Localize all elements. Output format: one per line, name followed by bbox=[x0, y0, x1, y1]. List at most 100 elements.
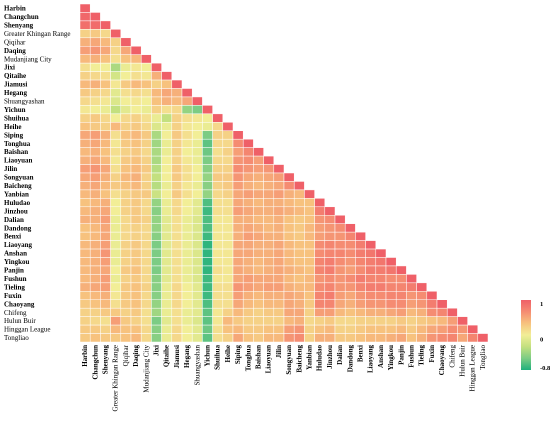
heatmap-cell-harbin-harbin bbox=[79, 3, 91, 13]
heatmap-cell-chaoyang-yingkou bbox=[385, 299, 397, 309]
column-label-baishan: Baishan bbox=[255, 345, 263, 369]
heatmap-cell-fushun-huludao bbox=[314, 274, 326, 284]
heatmap-cell-fuxin-huludao bbox=[314, 291, 326, 300]
heatmap-cell-dandong-jiamusi bbox=[171, 223, 183, 233]
heatmap-cell-liaoyang-mudanjiang-city bbox=[140, 240, 152, 250]
heatmap-cell-yichun-changchun bbox=[89, 105, 101, 115]
heatmap-cell-baicheng-hegang bbox=[181, 181, 193, 191]
row-label-jixi: Jixi bbox=[4, 64, 15, 72]
heatmap-cell-anshan-yichun bbox=[202, 248, 213, 258]
heatmap-cell-hegang-hegang bbox=[181, 88, 193, 98]
heatmap-cell-anshan-baicheng bbox=[293, 248, 305, 258]
heatmap-cell-fuxin-dalian bbox=[334, 291, 346, 300]
row-label-changchun: Changchun bbox=[4, 13, 39, 21]
heatmap-cell-anshan-tonghua bbox=[242, 248, 254, 258]
heatmap-cell-shuihua-changchun bbox=[89, 113, 101, 123]
heatmap-cell-chifeng-jiamusi bbox=[171, 307, 183, 317]
heatmap-cell-tongliao-chaoyang bbox=[436, 333, 448, 343]
column-label-baicheng: Baicheng bbox=[295, 345, 303, 373]
heatmap-cell-qitaihe-jixi bbox=[151, 71, 162, 81]
heatmap-cell-tieling-shuangyashan bbox=[191, 282, 203, 292]
row-label-baicheng: Baicheng bbox=[4, 182, 32, 190]
heatmap-cell-dalian-jixi bbox=[151, 215, 162, 224]
heatmap-cell-jixi-harbin bbox=[79, 62, 91, 72]
heatmap-cell-dalian-jiamusi bbox=[171, 215, 183, 224]
heatmap-cell-huludao-jilin bbox=[273, 198, 285, 208]
heatmap-cell-baicheng-yichun bbox=[202, 181, 213, 191]
heatmap-cell-heihe-greater-khingan-range bbox=[110, 122, 122, 132]
heatmap-cell-panjin-mudanjiang-city bbox=[140, 265, 152, 275]
heatmap-cell-anshan-dandong bbox=[344, 248, 356, 258]
heatmap-cell-chifeng-fushun bbox=[406, 307, 417, 317]
row-label-mudanjiang-city: Mudanjiang City bbox=[4, 55, 52, 63]
heatmap-cell-yanbian-yanbian bbox=[304, 189, 315, 199]
heatmap-cell-songyuan-mudanjiang-city bbox=[140, 172, 152, 182]
row-label-shenyang: Shenyang bbox=[4, 21, 34, 29]
heatmap-cell-hulun-buir-daqing bbox=[130, 316, 142, 326]
heatmap-cell-dalian-yanbian bbox=[304, 215, 315, 224]
heatmap-cell-tonghua-heihe bbox=[222, 138, 234, 148]
heatmap-cell-tongliao-jiamusi bbox=[171, 333, 183, 343]
heatmap-cell-chaoyang-siping bbox=[232, 299, 244, 309]
heatmap-cell-jinzhou-jilin bbox=[273, 206, 285, 216]
heatmap-cell-liaoyang-greater-khingan-range bbox=[110, 240, 122, 250]
heatmap-cell-benxi-baicheng bbox=[293, 231, 305, 241]
heatmap-cell-huludao-songyuan bbox=[283, 198, 295, 208]
heatmap-cell-heihe-changchun bbox=[89, 122, 101, 132]
heatmap-cell-tongliao-hulun-buir bbox=[457, 333, 468, 343]
heatmap-cell-shuangyashan-daqing bbox=[130, 96, 142, 106]
heatmap-cell-panjin-siping bbox=[232, 265, 244, 275]
heatmap-cell-fuxin-benxi bbox=[355, 291, 366, 300]
heatmap-cell-songyuan-hegang bbox=[181, 172, 193, 182]
heatmap-cell-baicheng-shuangyashan bbox=[191, 181, 203, 191]
heatmap-cell-songyuan-tonghua bbox=[242, 172, 254, 182]
heatmap-cell-tongliao-greater-khingan-range bbox=[110, 333, 122, 343]
row-label-hinggan-league: Hinggan League bbox=[4, 326, 50, 334]
heatmap-cell-baishan-jiamusi bbox=[171, 147, 183, 157]
heatmap-cell-chaoyang-panjin bbox=[395, 299, 407, 309]
heatmap-cell-yanbian-songyuan bbox=[283, 189, 295, 199]
heatmap-cell-hegang-changchun bbox=[89, 88, 101, 98]
heatmap-cell-panjin-jilin bbox=[273, 265, 285, 275]
heatmap-cell-panjin-shuihua bbox=[212, 265, 224, 275]
heatmap-cell-benxi-qitaihe bbox=[161, 231, 173, 241]
heatmap-cell-yichun-qiqihar bbox=[120, 105, 132, 115]
row-label-qiqihar: Qiqihar bbox=[4, 38, 26, 46]
heatmap-cell-benxi-yichun bbox=[202, 231, 213, 241]
heatmap-cell-mudanjiang-city-mudanjiang-city bbox=[140, 54, 152, 64]
heatmap-cell-hegang-shenyang bbox=[100, 88, 111, 98]
heatmap-cell-jinzhou-jixi bbox=[151, 206, 162, 216]
heatmap-cell-dandong-jinzhou bbox=[324, 223, 336, 233]
heatmap-cell-liaoyang-daqing bbox=[130, 240, 142, 250]
heatmap-cell-yanbian-qiqihar bbox=[120, 189, 132, 199]
heatmap-cell-fushun-songyuan bbox=[283, 274, 295, 284]
heatmap-cell-dandong-changchun bbox=[89, 223, 101, 233]
heatmap-cell-tongliao-fushun bbox=[406, 333, 417, 343]
heatmap-cell-yichun-yichun bbox=[202, 105, 213, 115]
heatmap-cell-jixi-jixi bbox=[151, 62, 162, 72]
heatmap-cell-hinggan-league-qiqihar bbox=[120, 324, 132, 334]
heatmap-cell-jinzhou-baicheng bbox=[293, 206, 305, 216]
heatmap-cell-baishan-tonghua bbox=[242, 147, 254, 157]
heatmap-cell-panjin-shenyang bbox=[100, 265, 111, 275]
heatmap-cell-fuxin-panjin bbox=[395, 291, 407, 300]
heatmap-cell-fuxin-fuxin bbox=[426, 291, 438, 300]
heatmap-cell-tongliao-hegang bbox=[181, 333, 193, 343]
heatmap-cell-anshan-shuangyashan bbox=[191, 248, 203, 258]
heatmap-cell-benxi-liaoyuan bbox=[263, 231, 275, 241]
column-label-shenyang: Shenyang bbox=[102, 345, 110, 375]
heatmap-cell-hinggan-league-jiamusi bbox=[171, 324, 183, 334]
heatmap-cell-chifeng-hegang bbox=[181, 307, 193, 317]
heatmap-cell-shuihua-shuihua bbox=[212, 113, 224, 123]
heatmap-cell-tieling-jixi bbox=[151, 282, 162, 292]
column-label-tonghua: Tonghua bbox=[244, 345, 252, 372]
heatmap-cell-siping-heihe bbox=[222, 130, 234, 140]
heatmap-cell-dandong-shuihua bbox=[212, 223, 224, 233]
heatmap-cell-fushun-qitaihe bbox=[161, 274, 173, 284]
column-label-anshan: Anshan bbox=[377, 345, 385, 368]
heatmap-cell-panjin-benxi bbox=[355, 265, 366, 275]
heatmap-cell-liaoyang-qitaihe bbox=[161, 240, 173, 250]
heatmap-cell-hulun-buir-chifeng bbox=[446, 316, 458, 326]
heatmap-cell-hulun-buir-yanbian bbox=[304, 316, 315, 326]
heatmap-cell-fushun-baicheng bbox=[293, 274, 305, 284]
